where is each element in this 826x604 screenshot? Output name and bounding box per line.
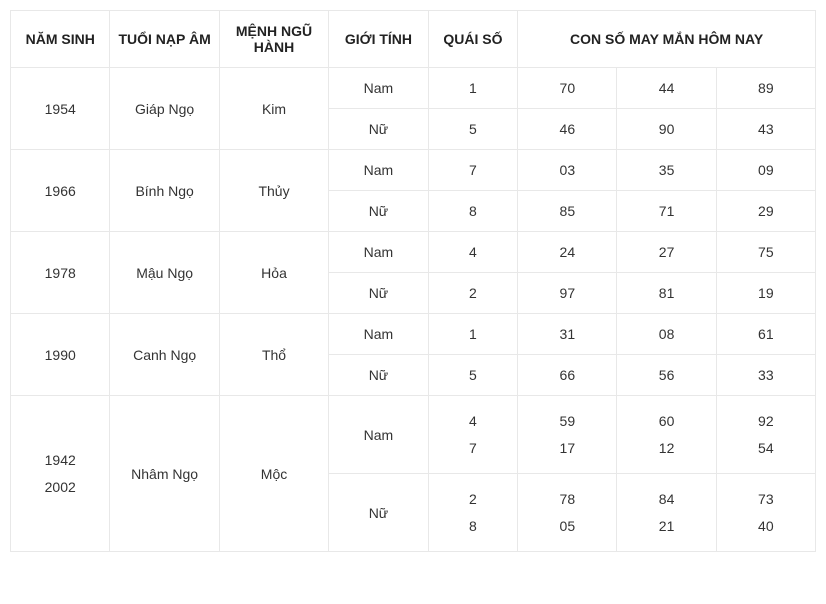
cell-n1: 66 — [518, 355, 617, 396]
table-row: 1990Canh NgọThổNam1310861 — [11, 314, 816, 355]
cell-gender: Nữ — [329, 474, 428, 552]
cell-n3: 73 40 — [716, 474, 815, 552]
cell-gender: Nam — [329, 396, 428, 474]
n3-line-2: 40 — [725, 513, 807, 540]
n2-line-2: 21 — [625, 513, 707, 540]
n2-line-2: 12 — [625, 435, 707, 462]
n1-line-1: 78 — [526, 486, 608, 513]
cell-quai: 2 — [428, 273, 518, 314]
cell-n3: 89 — [716, 68, 815, 109]
cell-n2: 56 — [617, 355, 716, 396]
cell-n3: 92 54 — [716, 396, 815, 474]
cell-quai: 7 — [428, 150, 518, 191]
cell-age: Canh Ngọ — [110, 314, 219, 396]
header-age: TUỔI NẠP ÂM — [110, 11, 219, 68]
lucky-numbers-table: NĂM SINH TUỔI NẠP ÂM MỆNH NGŨ HÀNH GIỚI … — [10, 10, 816, 552]
table-row: 1978Mậu NgọHỏaNam4242775 — [11, 232, 816, 273]
n1-line-2: 17 — [526, 435, 608, 462]
cell-n2: 60 12 — [617, 396, 716, 474]
header-lucky: CON SỐ MAY MẮN HÔM NAY — [518, 11, 816, 68]
cell-n2: 27 — [617, 232, 716, 273]
cell-gender: Nữ — [329, 109, 428, 150]
cell-n1: 97 — [518, 273, 617, 314]
cell-age: Giáp Ngọ — [110, 68, 219, 150]
cell-gender: Nữ — [329, 273, 428, 314]
cell-n1: 70 — [518, 68, 617, 109]
header-quai: QUÁI SỐ — [428, 11, 518, 68]
cell-n3: 19 — [716, 273, 815, 314]
n3-line-2: 54 — [725, 435, 807, 462]
cell-n1: 59 17 — [518, 396, 617, 474]
cell-n1: 24 — [518, 232, 617, 273]
cell-n2: 44 — [617, 68, 716, 109]
cell-year: 1966 — [11, 150, 110, 232]
cell-year: 1954 — [11, 68, 110, 150]
header-element: MỆNH NGŨ HÀNH — [219, 11, 328, 68]
cell-n2: 81 — [617, 273, 716, 314]
cell-year: 1978 — [11, 232, 110, 314]
table-row: 1954Giáp NgọKimNam1704489 — [11, 68, 816, 109]
cell-age: Mậu Ngọ — [110, 232, 219, 314]
cell-quai: 4 — [428, 232, 518, 273]
n2-line-1: 84 — [625, 486, 707, 513]
cell-gender: Nam — [329, 150, 428, 191]
cell-element: Thủy — [219, 150, 328, 232]
cell-quai: 5 — [428, 109, 518, 150]
n2-line-1: 60 — [625, 408, 707, 435]
cell-gender: Nam — [329, 314, 428, 355]
cell-n3: 61 — [716, 314, 815, 355]
cell-year: 1942 2002 — [11, 396, 110, 552]
cell-n2: 35 — [617, 150, 716, 191]
cell-element: Thổ — [219, 314, 328, 396]
cell-n3: 09 — [716, 150, 815, 191]
cell-n3: 33 — [716, 355, 815, 396]
cell-year: 1990 — [11, 314, 110, 396]
cell-n1: 85 — [518, 191, 617, 232]
year-line-1: 1942 — [19, 447, 101, 474]
quai-line-2: 7 — [437, 435, 510, 462]
cell-quai: 1 — [428, 314, 518, 355]
cell-n2: 84 21 — [617, 474, 716, 552]
cell-gender: Nữ — [329, 355, 428, 396]
cell-quai: 4 7 — [428, 396, 518, 474]
table-row: 1942 2002 Nhâm Ngọ Mộc Nam 4 7 59 17 60 … — [11, 396, 816, 474]
cell-quai: 1 — [428, 68, 518, 109]
header-year: NĂM SINH — [11, 11, 110, 68]
cell-age: Bính Ngọ — [110, 150, 219, 232]
cell-quai: 8 — [428, 191, 518, 232]
cell-age: Nhâm Ngọ — [110, 396, 219, 552]
n1-line-1: 59 — [526, 408, 608, 435]
cell-n1: 78 05 — [518, 474, 617, 552]
quai-line-2: 8 — [437, 513, 510, 540]
cell-n3: 29 — [716, 191, 815, 232]
n1-line-2: 05 — [526, 513, 608, 540]
cell-gender: Nữ — [329, 191, 428, 232]
cell-n2: 90 — [617, 109, 716, 150]
cell-n1: 46 — [518, 109, 617, 150]
cell-n3: 43 — [716, 109, 815, 150]
cell-element: Mộc — [219, 396, 328, 552]
cell-quai: 2 8 — [428, 474, 518, 552]
cell-gender: Nam — [329, 232, 428, 273]
cell-n2: 71 — [617, 191, 716, 232]
table-row: 1966Bính NgọThủyNam7033509 — [11, 150, 816, 191]
n3-line-1: 92 — [725, 408, 807, 435]
quai-line-1: 2 — [437, 486, 510, 513]
cell-n1: 03 — [518, 150, 617, 191]
cell-element: Hỏa — [219, 232, 328, 314]
table-header-row: NĂM SINH TUỔI NẠP ÂM MỆNH NGŨ HÀNH GIỚI … — [11, 11, 816, 68]
cell-n1: 31 — [518, 314, 617, 355]
cell-n3: 75 — [716, 232, 815, 273]
header-gender: GIỚI TÍNH — [329, 11, 428, 68]
n3-line-1: 73 — [725, 486, 807, 513]
cell-gender: Nam — [329, 68, 428, 109]
cell-quai: 5 — [428, 355, 518, 396]
cell-element: Kim — [219, 68, 328, 150]
cell-n2: 08 — [617, 314, 716, 355]
quai-line-1: 4 — [437, 408, 510, 435]
year-line-2: 2002 — [19, 474, 101, 501]
